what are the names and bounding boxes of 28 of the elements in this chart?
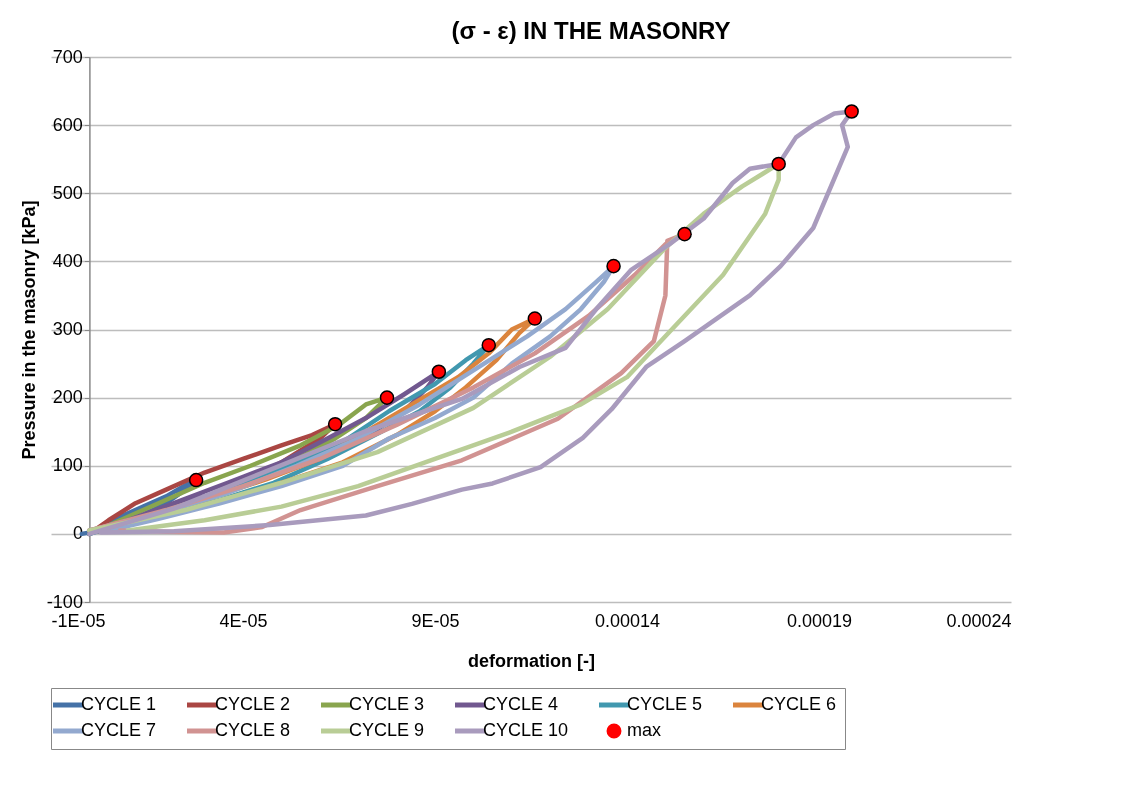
y-tick-label: 400 xyxy=(52,250,83,271)
legend-label: max xyxy=(627,720,662,740)
legend-label: CYCLE 3 xyxy=(349,694,425,714)
x-tick-label: 0.00024 xyxy=(946,610,1012,631)
legend-label: CYCLE 1 xyxy=(81,694,157,714)
x-tick-label: 9E-05 xyxy=(411,610,460,631)
legend-label: CYCLE 10 xyxy=(483,720,569,740)
y-tick-label: 500 xyxy=(52,182,83,203)
x-tick-label: 0.00014 xyxy=(594,610,661,631)
x-axis-title: deformation [-] xyxy=(468,650,595,671)
y-tick-label: 700 xyxy=(52,46,83,67)
legend-label: CYCLE 4 xyxy=(483,694,559,714)
y-tick-label: -100 xyxy=(46,591,83,612)
x-tick-label: 0.00019 xyxy=(786,610,853,631)
y-tick-label: 100 xyxy=(52,455,83,476)
legend-label: CYCLE 5 xyxy=(627,694,703,714)
legend-label: CYCLE 8 xyxy=(215,720,291,740)
legend-label: CYCLE 6 xyxy=(761,694,837,714)
y-tick-label: 600 xyxy=(52,114,83,135)
y-axis-title: Pressure in the masonry [kPa] xyxy=(18,200,39,460)
x-tick-label: 4E-05 xyxy=(219,610,268,631)
chart-title: (σ - ε) IN THE MASONRY xyxy=(451,17,731,44)
legend-label: CYCLE 7 xyxy=(81,720,157,740)
x-tick-label: -1E-05 xyxy=(51,610,106,631)
y-tick-label: 200 xyxy=(52,387,83,408)
legend-label: CYCLE 2 xyxy=(215,694,291,714)
y-tick-label: 300 xyxy=(52,319,83,339)
legend-label: CYCLE 9 xyxy=(349,720,425,740)
